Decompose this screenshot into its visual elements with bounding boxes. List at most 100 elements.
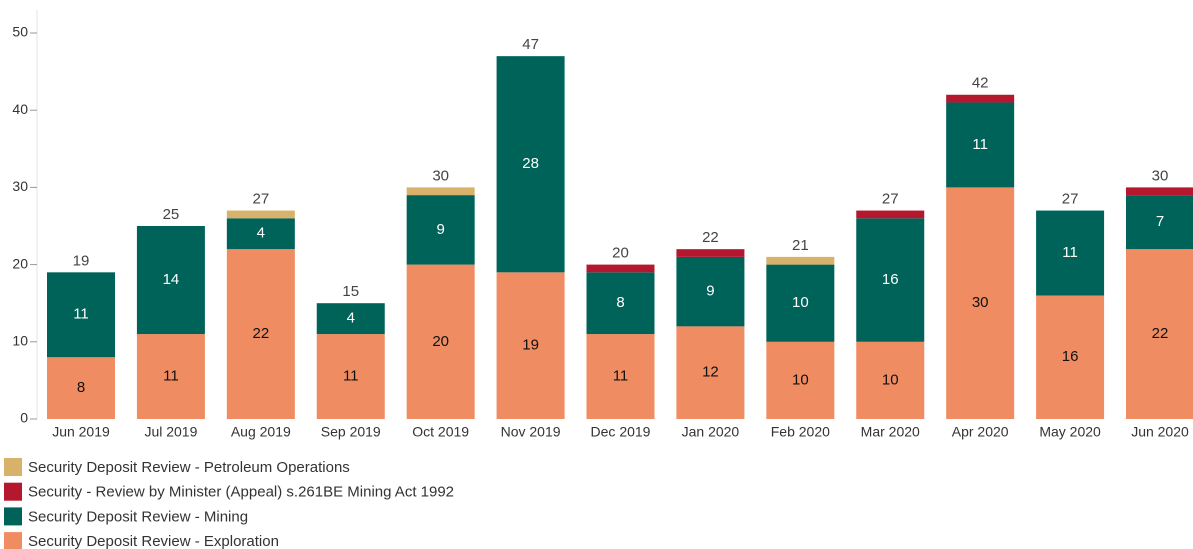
- bar-segment: [676, 256, 745, 327]
- bar-segment: [226, 210, 295, 219]
- bar-segment: [47, 272, 115, 358]
- legend-label: Security Deposit Review - Exploration: [28, 533, 279, 549]
- bar-segment: [946, 94, 1015, 103]
- bar-segment: [766, 256, 835, 265]
- total-label: 42: [972, 75, 989, 92]
- data-label: 10: [882, 371, 899, 388]
- bar-segment: [226, 249, 295, 419]
- bar-segment: [586, 272, 655, 335]
- total-label: 30: [432, 167, 449, 184]
- bar-segment: [946, 102, 1015, 188]
- data-label: 9: [436, 221, 444, 238]
- total-label: 15: [342, 283, 359, 300]
- y-tick-label: 30: [12, 178, 28, 194]
- data-label: 11: [343, 368, 359, 385]
- bar-segment: [676, 326, 745, 419]
- data-label: 11: [1062, 244, 1078, 261]
- x-tick-label: Feb 2020: [771, 424, 830, 440]
- bar-segment: [586, 334, 655, 419]
- data-label: 30: [972, 294, 989, 311]
- data-label: 11: [613, 368, 629, 385]
- data-label: 28: [522, 155, 539, 172]
- bar-segment: [316, 334, 385, 419]
- x-tick-label: Jun 2019: [52, 424, 110, 440]
- data-label: 7: [1156, 213, 1164, 230]
- bar-segment: [406, 264, 475, 419]
- bar-segment: [946, 187, 1015, 419]
- y-tick-label: 0: [20, 410, 28, 426]
- y-tick-label: 40: [12, 101, 28, 117]
- bar-segment: [766, 341, 835, 419]
- total-label: 30: [1152, 167, 1169, 184]
- bar-segment: [136, 334, 205, 419]
- bar-segment: [766, 264, 835, 342]
- total-label: 47: [522, 36, 539, 53]
- bar-segment: [586, 264, 655, 273]
- legend-label: Security Deposit Review - Petroleum Oper…: [28, 459, 350, 476]
- legend-swatch: [4, 458, 22, 476]
- x-tick-label: Oct 2019: [412, 424, 469, 440]
- x-tick-label: Jul 2019: [144, 424, 197, 440]
- data-label: 19: [522, 337, 539, 354]
- bar-segment: [136, 226, 205, 335]
- x-tick-label: Sep 2019: [321, 424, 381, 440]
- total-label: 27: [252, 191, 269, 208]
- bar-segment: [1036, 295, 1105, 419]
- data-label: 4: [257, 225, 265, 242]
- x-tick-label: Apr 2020: [952, 424, 1009, 440]
- bar-segment: [1126, 195, 1193, 250]
- legend-swatch: [4, 507, 22, 526]
- total-label: 20: [612, 245, 629, 262]
- data-label: 12: [702, 364, 719, 381]
- bar-segment: [406, 195, 475, 265]
- bar-segment: [226, 218, 295, 250]
- legend-label: Security Deposit Review - Mining: [28, 508, 248, 525]
- data-label: 11: [163, 368, 179, 385]
- bar-segment: [856, 218, 925, 342]
- x-tick-label: Jun 2020: [1131, 424, 1189, 440]
- legend-swatch: [4, 532, 22, 549]
- data-label: 11: [972, 136, 988, 153]
- x-tick-label: Nov 2019: [501, 424, 561, 440]
- data-label: 10: [792, 371, 809, 388]
- total-label: 19: [73, 252, 90, 269]
- bar-segment: [316, 303, 385, 335]
- legend-label: Security - Review by Minister (Appeal) s…: [28, 484, 454, 501]
- bar-segment: [496, 272, 565, 419]
- total-label: 27: [882, 191, 899, 208]
- bar-segment: [496, 56, 565, 273]
- data-label: 4: [347, 310, 355, 327]
- bar-segment: [1036, 210, 1105, 296]
- legend-swatch: [4, 482, 22, 501]
- data-label: 16: [882, 271, 899, 288]
- x-tick-label: Aug 2019: [231, 424, 291, 440]
- data-label: 8: [77, 379, 85, 396]
- total-label: 27: [1062, 191, 1079, 208]
- bar-segment: [47, 357, 115, 419]
- data-label: 10: [792, 294, 809, 311]
- y-tick-label: 50: [12, 24, 28, 40]
- data-label: 8: [616, 294, 624, 311]
- data-label: 16: [1062, 348, 1079, 365]
- data-label: 9: [706, 283, 714, 300]
- bar-segment: [406, 187, 475, 196]
- bar-segment: [856, 210, 925, 219]
- x-tick-label: May 2020: [1039, 424, 1101, 440]
- bar-segment: [856, 341, 925, 419]
- y-tick-label: 10: [12, 333, 28, 349]
- x-tick-label: Dec 2019: [591, 424, 651, 440]
- total-label: 25: [163, 206, 180, 223]
- data-label: 14: [163, 271, 180, 288]
- data-label: 22: [252, 325, 269, 342]
- bar-segment: [1126, 249, 1193, 419]
- bar-segment: [1126, 187, 1193, 196]
- total-label: 21: [792, 237, 809, 254]
- x-tick-label: Jan 2020: [682, 424, 740, 440]
- data-label: 22: [1152, 325, 1169, 342]
- total-label: 22: [702, 229, 719, 246]
- y-tick-label: 20: [12, 255, 28, 271]
- bar-segment: [676, 249, 745, 257]
- x-tick-label: Mar 2020: [861, 424, 920, 440]
- data-label: 20: [432, 333, 449, 350]
